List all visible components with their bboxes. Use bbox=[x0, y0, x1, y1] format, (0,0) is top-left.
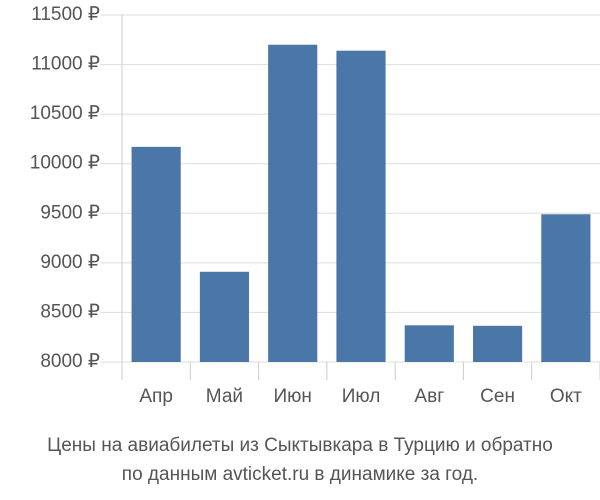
bar bbox=[268, 44, 318, 362]
chart-title: по данным avticket.ru в динамике за год. bbox=[122, 464, 478, 485]
y-tick-label: 9500 ₽ bbox=[40, 202, 100, 223]
bar bbox=[131, 146, 181, 362]
x-tick-label: Сен bbox=[480, 386, 515, 407]
bar bbox=[199, 271, 250, 362]
bar bbox=[541, 214, 591, 362]
bar bbox=[472, 325, 523, 362]
y-tick-label: 8500 ₽ bbox=[40, 301, 100, 322]
x-tick-label: Окт bbox=[550, 386, 582, 407]
y-tick-label: 10500 ₽ bbox=[30, 103, 100, 124]
y-tick-label: 11000 ₽ bbox=[31, 54, 100, 75]
x-tick-label: Июн bbox=[274, 386, 312, 407]
y-tick-label: 9000 ₽ bbox=[40, 252, 100, 273]
x-tick-label: Апр bbox=[139, 386, 173, 407]
bar bbox=[336, 50, 386, 362]
y-tick-label: 10000 ₽ bbox=[30, 153, 100, 174]
x-tick-label: Авг bbox=[414, 386, 444, 407]
x-tick-label: Май bbox=[206, 386, 243, 407]
y-tick-label: 11500 ₽ bbox=[31, 4, 100, 25]
x-tick-label: Июл bbox=[342, 386, 381, 407]
bar bbox=[404, 325, 454, 362]
y-tick-label: 8000 ₽ bbox=[40, 351, 100, 372]
chart-title: Цены на авиабилеты из Сыктывкара в Турци… bbox=[47, 435, 553, 456]
